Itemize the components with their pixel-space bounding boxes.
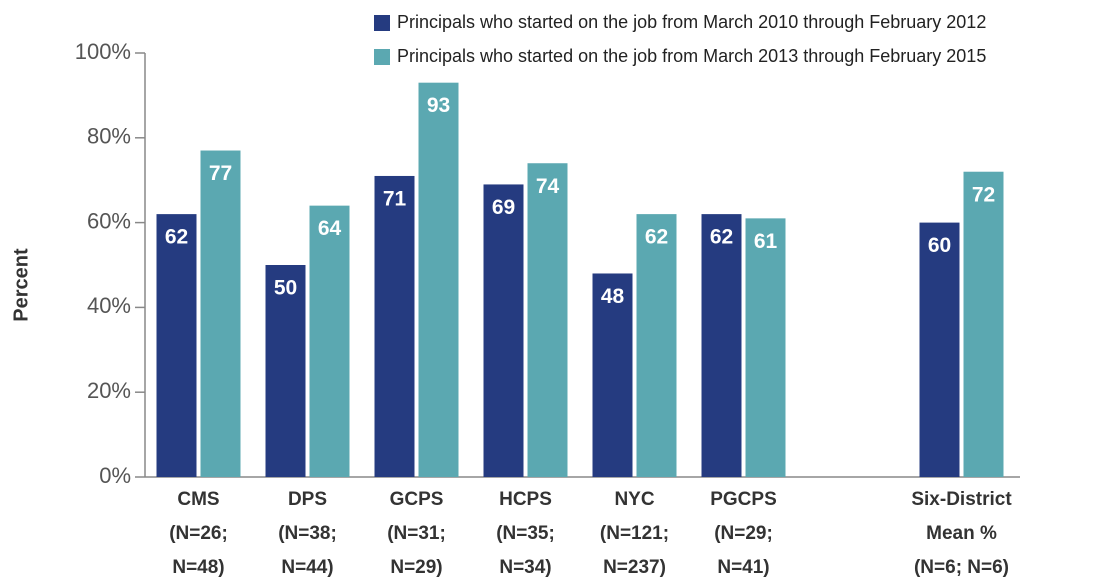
bar	[963, 171, 1004, 477]
bar	[592, 273, 633, 477]
value-label: 62	[710, 226, 733, 249]
bar	[418, 82, 459, 478]
x-tick-label: HCPS (N=35; N=34)	[496, 489, 555, 578]
bar	[745, 218, 786, 478]
value-label: 62	[165, 226, 188, 249]
y-tick-label: 0%	[99, 463, 131, 488]
bar	[483, 184, 524, 477]
y-tick-label: 80%	[87, 124, 131, 149]
x-tick-label: PGCPS (N=29; N=41)	[710, 489, 777, 578]
value-label: 71	[383, 188, 407, 211]
legend-swatch	[374, 49, 390, 65]
legend-swatch	[374, 15, 390, 31]
legend-label: Principals who started on the job from M…	[397, 46, 986, 66]
y-tick-label: 100%	[75, 39, 131, 64]
bar	[374, 175, 415, 477]
x-tick-label: CMS (N=26; N=48)	[169, 489, 228, 578]
value-label: 60	[928, 234, 951, 257]
value-label: 93	[427, 94, 450, 117]
y-tick-label: 40%	[87, 293, 131, 318]
y-tick-label: 20%	[87, 378, 131, 403]
bar	[200, 150, 241, 477]
bar	[156, 214, 197, 477]
value-label: 48	[601, 285, 625, 308]
bar	[527, 163, 568, 478]
value-label: 50	[274, 277, 297, 300]
x-tick-label: GCPS (N=31; N=29)	[387, 489, 446, 578]
y-tick-label: 60%	[87, 208, 131, 233]
legend-label: Principals who started on the job from M…	[397, 12, 986, 32]
bar	[309, 205, 350, 477]
value-label: 77	[209, 162, 232, 185]
value-label: 69	[492, 196, 515, 219]
value-label: 62	[645, 226, 668, 249]
bar	[636, 214, 677, 477]
x-tick-label: NYC (N=121; N=237)	[600, 489, 669, 578]
value-label: 74	[536, 175, 560, 198]
value-label: 61	[754, 230, 778, 253]
bar	[919, 222, 960, 477]
bar	[265, 265, 306, 477]
value-label: 64	[318, 217, 342, 240]
x-tick-label: DPS (N=38; N=44)	[278, 489, 337, 578]
x-tick-label: Six-District Mean % (N=6; N=6)	[911, 489, 1012, 578]
y-axis-label: Percent	[10, 248, 32, 322]
value-label: 72	[972, 183, 995, 206]
bar	[701, 214, 742, 477]
